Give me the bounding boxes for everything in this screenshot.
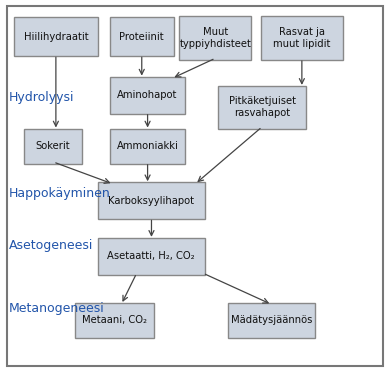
Text: Sokerit: Sokerit (36, 141, 71, 151)
FancyBboxPatch shape (261, 16, 343, 60)
Text: Aminohapot: Aminohapot (117, 90, 177, 100)
Text: Metanogeneesi: Metanogeneesi (9, 302, 104, 315)
Text: Pitkäketjuiset
rasvahapot: Pitkäketjuiset rasvahapot (229, 96, 296, 118)
FancyBboxPatch shape (98, 182, 205, 219)
Text: Hiilihydraatit: Hiilihydraatit (24, 32, 89, 42)
Text: Proteiinit: Proteiinit (119, 32, 164, 42)
FancyBboxPatch shape (74, 303, 154, 338)
Text: Karboksyylihapot: Karboksyylihapot (108, 196, 194, 206)
Text: Ammoniakki: Ammoniakki (117, 141, 178, 151)
Text: Mädätysjäännös: Mädätysjäännös (231, 315, 312, 326)
Text: Muut
typpiyhdisteet: Muut typpiyhdisteet (179, 27, 251, 49)
FancyBboxPatch shape (110, 17, 174, 56)
FancyBboxPatch shape (14, 17, 98, 56)
Text: Asetogeneesi: Asetogeneesi (9, 239, 93, 252)
FancyBboxPatch shape (98, 238, 205, 275)
Text: Asetaatti, H₂, CO₂: Asetaatti, H₂, CO₂ (108, 251, 195, 262)
FancyBboxPatch shape (228, 303, 316, 338)
FancyBboxPatch shape (110, 77, 185, 114)
Text: Hydrolyysi: Hydrolyysi (9, 90, 74, 103)
FancyBboxPatch shape (218, 86, 306, 129)
Text: Metaani, CO₂: Metaani, CO₂ (82, 315, 147, 326)
Text: Rasvat ja
muut lipidit: Rasvat ja muut lipidit (273, 27, 331, 49)
FancyBboxPatch shape (179, 16, 251, 60)
FancyBboxPatch shape (110, 129, 185, 164)
FancyBboxPatch shape (24, 129, 82, 164)
Text: Happokäyminen: Happokäyminen (9, 187, 110, 200)
